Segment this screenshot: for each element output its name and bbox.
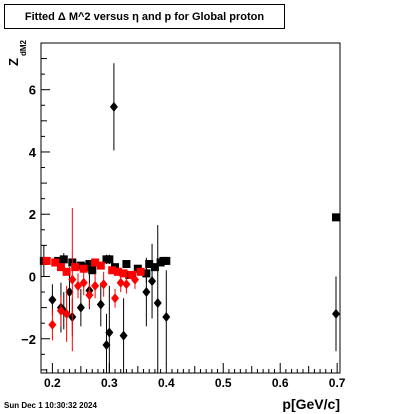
axis-ticks: 0.2 0.3 0.4 0.5 0.6 0.7 −2 0 2 4 6: [21, 58, 346, 390]
data-point-square: [128, 270, 137, 279]
data-point-square: [113, 267, 122, 276]
y-tick-label: 6: [29, 83, 36, 98]
x-tick-label: 0.2: [44, 376, 61, 390]
data-point-diamond: [79, 277, 88, 288]
x-tick-label: 0.5: [215, 376, 232, 390]
data-point-square: [51, 258, 60, 267]
data-point-diamond: [162, 311, 171, 322]
data-point-diamond: [56, 305, 65, 316]
data-point-diamond: [153, 297, 162, 308]
y-tick-label: 4: [29, 145, 37, 160]
data-point-diamond: [105, 327, 114, 338]
y-tick-label: 0: [29, 269, 36, 284]
data-point-square: [162, 256, 171, 265]
x-tick-label: 0.4: [158, 376, 175, 390]
data-point-square: [62, 267, 71, 276]
data-point-diamond: [91, 280, 100, 291]
data-point-square: [56, 263, 65, 272]
data-point-diamond: [148, 276, 157, 287]
data-point-square: [79, 264, 88, 273]
data-point-square: [122, 260, 131, 269]
data-point-diamond: [65, 287, 74, 298]
data-point-diamond: [76, 302, 85, 313]
data-point-diamond: [99, 279, 108, 290]
y-axis-label: Z: [6, 58, 21, 66]
data-point-diamond: [74, 280, 83, 291]
data-point-square: [150, 263, 159, 272]
data-point-square: [42, 256, 51, 265]
data-point-diamond: [85, 290, 94, 301]
data-point-square: [145, 260, 154, 269]
data-point-square: [96, 261, 105, 270]
data-point-square: [59, 255, 68, 264]
x-axis-label: p[GeV/c]: [282, 396, 340, 412]
data-point-square: [85, 260, 94, 269]
data-point-diamond: [109, 101, 118, 112]
data-point-diamond: [111, 293, 120, 304]
timestamp: Sun Dec 1 10:30:32 2024: [4, 401, 97, 410]
data-point-diamond: [48, 294, 57, 305]
data-point-square: [136, 267, 145, 276]
data-point-square: [105, 255, 114, 264]
x-tick-label: 0.7: [329, 376, 346, 390]
data-point-diamond: [116, 277, 125, 288]
plot-frame: [40, 42, 341, 374]
data-point-diamond: [130, 274, 139, 285]
data-point-diamond: [102, 339, 111, 350]
data-point-diamond: [96, 299, 105, 310]
data-point-square: [88, 266, 97, 275]
data-point-diamond: [122, 279, 131, 290]
x-tick-label: 0.3: [101, 376, 118, 390]
data-marks: [39, 63, 341, 373]
data-point-square: [108, 266, 117, 275]
data-point-diamond: [62, 308, 71, 319]
data-point-square: [91, 258, 100, 267]
data-point-diamond: [68, 274, 77, 285]
data-point-square: [119, 269, 128, 278]
y-axis-label-subscript: dM2: [19, 39, 28, 56]
y-tick-label: −2: [21, 332, 36, 347]
data-point-diamond: [142, 287, 151, 298]
chart-title: Fitted Δ M^2 versus η and p for Global p…: [4, 4, 285, 29]
data-point-square: [71, 263, 80, 272]
x-tick-label: 0.6: [272, 376, 289, 390]
data-point-diamond: [332, 308, 341, 319]
data-point-diamond: [119, 330, 128, 341]
y-tick-label: 2: [29, 207, 36, 222]
data-point-square: [332, 213, 341, 222]
data-point-diamond: [48, 319, 57, 330]
